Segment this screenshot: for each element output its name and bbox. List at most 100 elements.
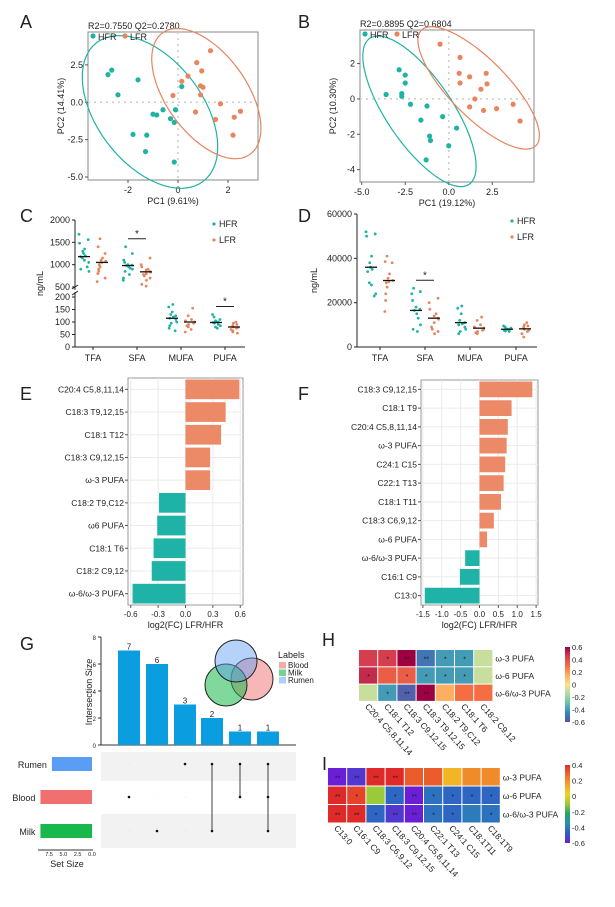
panel-label: D (298, 206, 311, 226)
heatmap-cell (347, 805, 366, 823)
data-point-hfr (87, 261, 91, 264)
data-point-hfr (402, 80, 408, 86)
significance-mark: ** (373, 775, 379, 782)
venn-legend-swatch (279, 662, 286, 669)
heatmap-cell (397, 684, 416, 701)
data-point-lfr (217, 101, 224, 107)
y-tick-label: 0 (350, 94, 355, 104)
y-axis-label: ng/mL (35, 271, 45, 296)
significance-mark: * (463, 674, 466, 681)
data-point-lfr (436, 330, 440, 333)
x-tick-label: SFA (128, 353, 145, 363)
x-tick-label: -1.5 (416, 610, 430, 619)
data-point-hfr (365, 234, 368, 238)
row-label: ω-3 PUFA (503, 772, 542, 782)
colorbar (565, 765, 570, 843)
legend-label: HFR (370, 30, 389, 40)
data-point-lfr (384, 292, 388, 296)
matrix-dot (128, 830, 130, 832)
data-point-lfr (520, 332, 524, 336)
x-tick-label: 0.6 (235, 610, 247, 619)
y-tick-label: 8 (93, 636, 97, 642)
significance-mark: ** (335, 775, 341, 782)
bar (424, 587, 480, 604)
significance-mark: ** (404, 691, 410, 698)
data-point-hfr (130, 252, 134, 255)
data-point-hfr (169, 313, 173, 316)
data-point-lfr (199, 68, 205, 74)
panel-label: C (20, 206, 33, 226)
data-point-lfr (434, 312, 438, 316)
significance-mark: ** (423, 691, 429, 698)
data-point-lfr (456, 70, 462, 76)
data-point-lfr (430, 325, 433, 329)
bar (185, 424, 222, 445)
significance-mark: * (355, 794, 358, 801)
x-tick-label: -0.3 (151, 610, 165, 619)
significance-mark: * (471, 794, 474, 801)
panel-label: E (20, 384, 32, 404)
data-point-hfr (507, 330, 511, 333)
confidence-ellipse-hfr (81, 34, 219, 189)
data-point-lfr (475, 319, 479, 322)
venn-legend-label: Milk (288, 669, 303, 678)
colorbar-tick-label: -0.4 (572, 706, 585, 715)
x-tick-label: TFA (372, 353, 389, 363)
data-point-lfr (467, 104, 473, 110)
category-label: C18:3 C6,9,12 (362, 516, 417, 526)
data-point-hfr (123, 261, 127, 264)
y-axis-label: PC2 (14.41%) (56, 78, 66, 135)
data-point-lfr (430, 327, 434, 331)
y-tick-label: 20000 (327, 298, 352, 308)
significance-mark: * (463, 657, 466, 664)
data-point-hfr (364, 230, 368, 234)
data-point-lfr (483, 70, 489, 76)
heatmap-cell (359, 667, 378, 684)
legend-marker (510, 235, 514, 239)
category-label: ω-6 PUFA (378, 534, 417, 544)
data-point-lfr (385, 285, 389, 289)
significance-mark: * (444, 674, 447, 681)
significance-mark: ** (412, 812, 418, 819)
data-point-hfr (416, 330, 419, 333)
heatmap-cell (366, 786, 385, 804)
y-tick-label: 2.5 (70, 60, 83, 70)
category-label: C18:2 T9,C12 (71, 498, 124, 508)
data-point-hfr (423, 157, 429, 163)
significance-mark: * (444, 657, 447, 664)
bar (465, 550, 480, 566)
category-label: C24:1 C15 (376, 459, 417, 469)
y-axis-label: ng/mL (309, 268, 319, 293)
heatmap-cell (462, 768, 481, 786)
significance-mark: ** (404, 657, 410, 664)
data-point-lfr (510, 101, 516, 107)
y-tick-label: 6 (93, 663, 97, 669)
colorbar-tick-label: 0 (572, 681, 576, 690)
data-point-lfr (190, 318, 193, 321)
heatmap-cell (443, 805, 462, 823)
data-point-hfr (416, 316, 420, 320)
data-point-hfr (211, 313, 214, 316)
data-point-lfr (97, 263, 101, 267)
data-point-lfr (212, 116, 219, 123)
x-tick-label: 1.0 (512, 610, 524, 619)
colorbar-tick-label: -0.2 (572, 808, 585, 817)
data-point-lfr (231, 321, 235, 325)
venn-legend-swatch (279, 677, 286, 684)
x-tick-label: 1.5 (531, 610, 543, 619)
bar-chart: -1.5 -1.0 -0.5 0.0 0.5 1.0 1.5 C18:3 C9,12,15 C1… (351, 379, 543, 630)
pca-plot: -2 0 2 2.5 0.0 -2.5 -5.0 PC1 (9.61%) PC2 (14.41%… (56, 21, 262, 206)
row-label: ω-6/ω-3 PUFA (495, 688, 551, 698)
data-point-lfr (522, 323, 526, 327)
plot-frame (359, 29, 535, 183)
heatmap-cell (481, 786, 500, 804)
panel-label: F (298, 384, 309, 404)
heatmap-cell (359, 650, 378, 667)
data-point-hfr (77, 232, 81, 236)
heatmap-cell (424, 786, 443, 804)
heatmap-cell (328, 786, 347, 804)
matrix-dot (156, 796, 158, 798)
data-point-lfr (179, 78, 185, 84)
data-point-lfr (139, 263, 143, 267)
